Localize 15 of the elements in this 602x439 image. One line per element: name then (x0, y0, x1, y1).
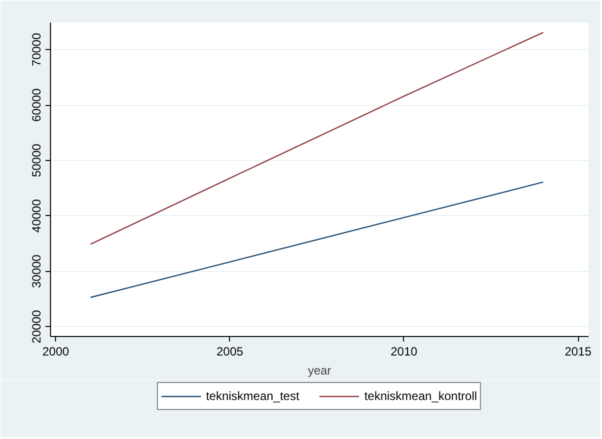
y-tick-label: 20000 (30, 310, 44, 344)
legend-label: tekniskmean_kontroll (364, 389, 478, 403)
x-axis-title: year (308, 364, 332, 378)
x-tick-label: 2000 (42, 344, 70, 358)
y-tick-label: 30000 (30, 254, 44, 288)
x-tick-label: 2010 (390, 344, 418, 358)
y-tick-label: 70000 (30, 32, 44, 66)
x-tick-label: 2015 (564, 344, 592, 358)
x-tick-label: 2005 (216, 344, 244, 358)
y-tick-label: 60000 (30, 88, 44, 122)
line-series (90, 32, 544, 245)
line-series (90, 182, 544, 298)
y-tick-label: 50000 (30, 143, 44, 178)
legend-label: tekniskmean_test (206, 389, 300, 403)
y-tick-label: 40000 (30, 198, 44, 233)
